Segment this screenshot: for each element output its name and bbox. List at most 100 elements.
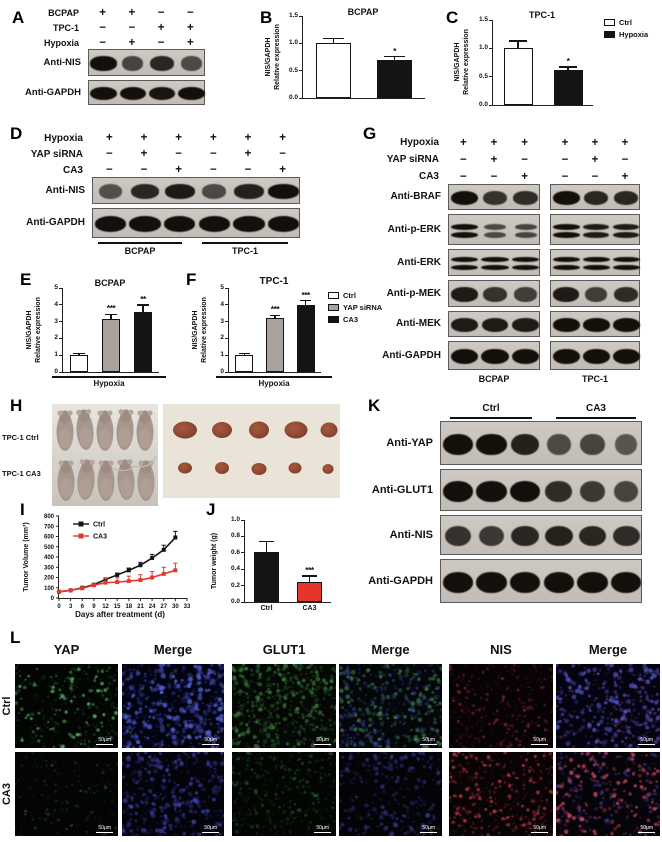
protein-band	[615, 433, 638, 455]
condition-sign: +	[175, 132, 182, 144]
protein-band	[481, 348, 509, 365]
condition-group: − + − +	[88, 37, 205, 49]
blot-row: Anti-ERK	[366, 249, 640, 276]
legend-ctrl-hypoxia: Ctrl Hypoxia	[604, 18, 648, 42]
bar-chart-j: 0.0 0.2 0.4 0.6 0.8 1.0 Ctrl *** CA3	[231, 516, 331, 612]
condition-group: − + −	[550, 154, 640, 166]
y-tick	[241, 552, 245, 554]
if-column-header-nis: NIS	[490, 642, 512, 657]
error-cap	[559, 66, 577, 68]
condition-row: CA3 − − + − − +	[366, 168, 640, 185]
protein-band	[476, 571, 507, 593]
legend-row: Hypoxia	[604, 30, 648, 39]
scale-bar: 50μm	[531, 737, 548, 745]
scale-bar: 50μm	[96, 825, 113, 833]
protein-band	[483, 287, 507, 302]
if-image-ctrl-1: 50μm	[15, 664, 118, 748]
legend-swatch	[604, 19, 615, 26]
protein-band	[90, 56, 117, 71]
svg-text:0: 0	[57, 604, 61, 610]
condition-sign: −	[128, 21, 136, 34]
condition-sign: −	[175, 148, 182, 160]
group-label-ca3: CA3	[585, 403, 606, 414]
y-tick	[225, 304, 229, 306]
condition-label: CA3	[62, 164, 83, 176]
if-image-ca3-3: 50μm	[232, 752, 336, 836]
condition-sign: +	[128, 6, 136, 19]
blot-row: Anti-MEK	[366, 311, 640, 337]
if-image-ctrl-4: 50μm	[339, 664, 442, 748]
y-tick-label: 0.0	[230, 598, 240, 605]
legend-swatch	[328, 292, 339, 299]
x-tick-label: Ctrl	[260, 605, 273, 612]
bar-chart-c: 0.0 0.5 1.0 1.5 *	[479, 16, 593, 108]
bar-0	[315, 43, 352, 98]
panel-l-label: L	[10, 628, 21, 647]
bar-0	[503, 48, 533, 105]
error-bar	[567, 67, 569, 70]
error-cap	[259, 540, 274, 543]
blot-membrane	[88, 80, 205, 105]
condition-sign: +	[279, 164, 286, 176]
protein-band	[552, 223, 580, 230]
bar-1	[553, 69, 583, 105]
blot-membrane	[550, 214, 640, 245]
svg-text:24: 24	[149, 604, 156, 610]
panel-e-label: E	[20, 270, 32, 289]
blot-row: Anti-GLUT1	[368, 469, 642, 511]
svg-text:27: 27	[160, 604, 167, 610]
protein-band	[552, 231, 580, 238]
protein-band	[450, 191, 479, 205]
error-bar	[265, 542, 268, 552]
svg-text:6: 6	[81, 604, 85, 610]
significance-marker: *	[566, 56, 570, 67]
x-tick-label: CA3	[302, 605, 317, 612]
group-label-bcpap: BCPAP	[124, 246, 156, 256]
condition-sign: +	[521, 170, 528, 183]
svg-text:18: 18	[125, 604, 132, 610]
tpc1-underline	[202, 242, 288, 244]
condition-sign: +	[459, 136, 467, 149]
protein-band	[481, 318, 509, 332]
condition-group: − + −	[448, 154, 540, 166]
legend-swatch	[328, 304, 339, 311]
error-bar	[274, 315, 276, 319]
protein-band	[547, 433, 571, 455]
if-canvas	[449, 752, 553, 836]
svg-text:Ctrl: Ctrl	[93, 522, 105, 529]
mice-photo	[52, 404, 158, 506]
condition-sign: −	[157, 6, 165, 19]
blot-antibody-label: Anti-ERK	[397, 257, 441, 268]
condition-group: − − + +	[88, 22, 205, 34]
protein-band	[545, 480, 573, 502]
protein-band	[614, 480, 639, 502]
y-tick-label: 0	[54, 368, 58, 375]
error-bar	[308, 576, 311, 582]
if-canvas	[232, 664, 336, 748]
blot-antibody-label: Anti-NIS	[43, 57, 81, 68]
protein-band	[580, 433, 605, 455]
y-tick-label: 0.5	[288, 66, 298, 74]
condition-label: YAP siRNA	[386, 154, 439, 165]
y-tick	[225, 354, 229, 356]
protein-band	[442, 433, 473, 455]
condition-row: Hypoxia + + + + + +	[366, 134, 640, 151]
condition-row: YAP siRNA − + − − + −	[8, 146, 300, 162]
y-tick-label: 4	[220, 300, 224, 308]
protein-band	[613, 231, 639, 238]
legend-label: Ctrl	[619, 18, 632, 27]
svg-text:500: 500	[44, 545, 55, 551]
legend-row: YAP siRNA	[328, 303, 382, 312]
condition-label: Hypoxia	[400, 137, 439, 148]
blot-membrane	[550, 311, 640, 337]
blot-row: Anti-GAPDH	[368, 559, 642, 603]
bar-1	[297, 581, 322, 602]
blot-antibody-label: Anti-p-ERK	[387, 224, 441, 235]
protein-band	[612, 264, 640, 271]
protein-band	[511, 264, 540, 271]
if-image-ctrl-5: 50μm	[449, 664, 553, 748]
svg-text:21: 21	[137, 604, 144, 610]
y-tick	[241, 535, 245, 537]
y-tick-label: 1	[54, 351, 58, 359]
bar-1	[101, 319, 121, 372]
